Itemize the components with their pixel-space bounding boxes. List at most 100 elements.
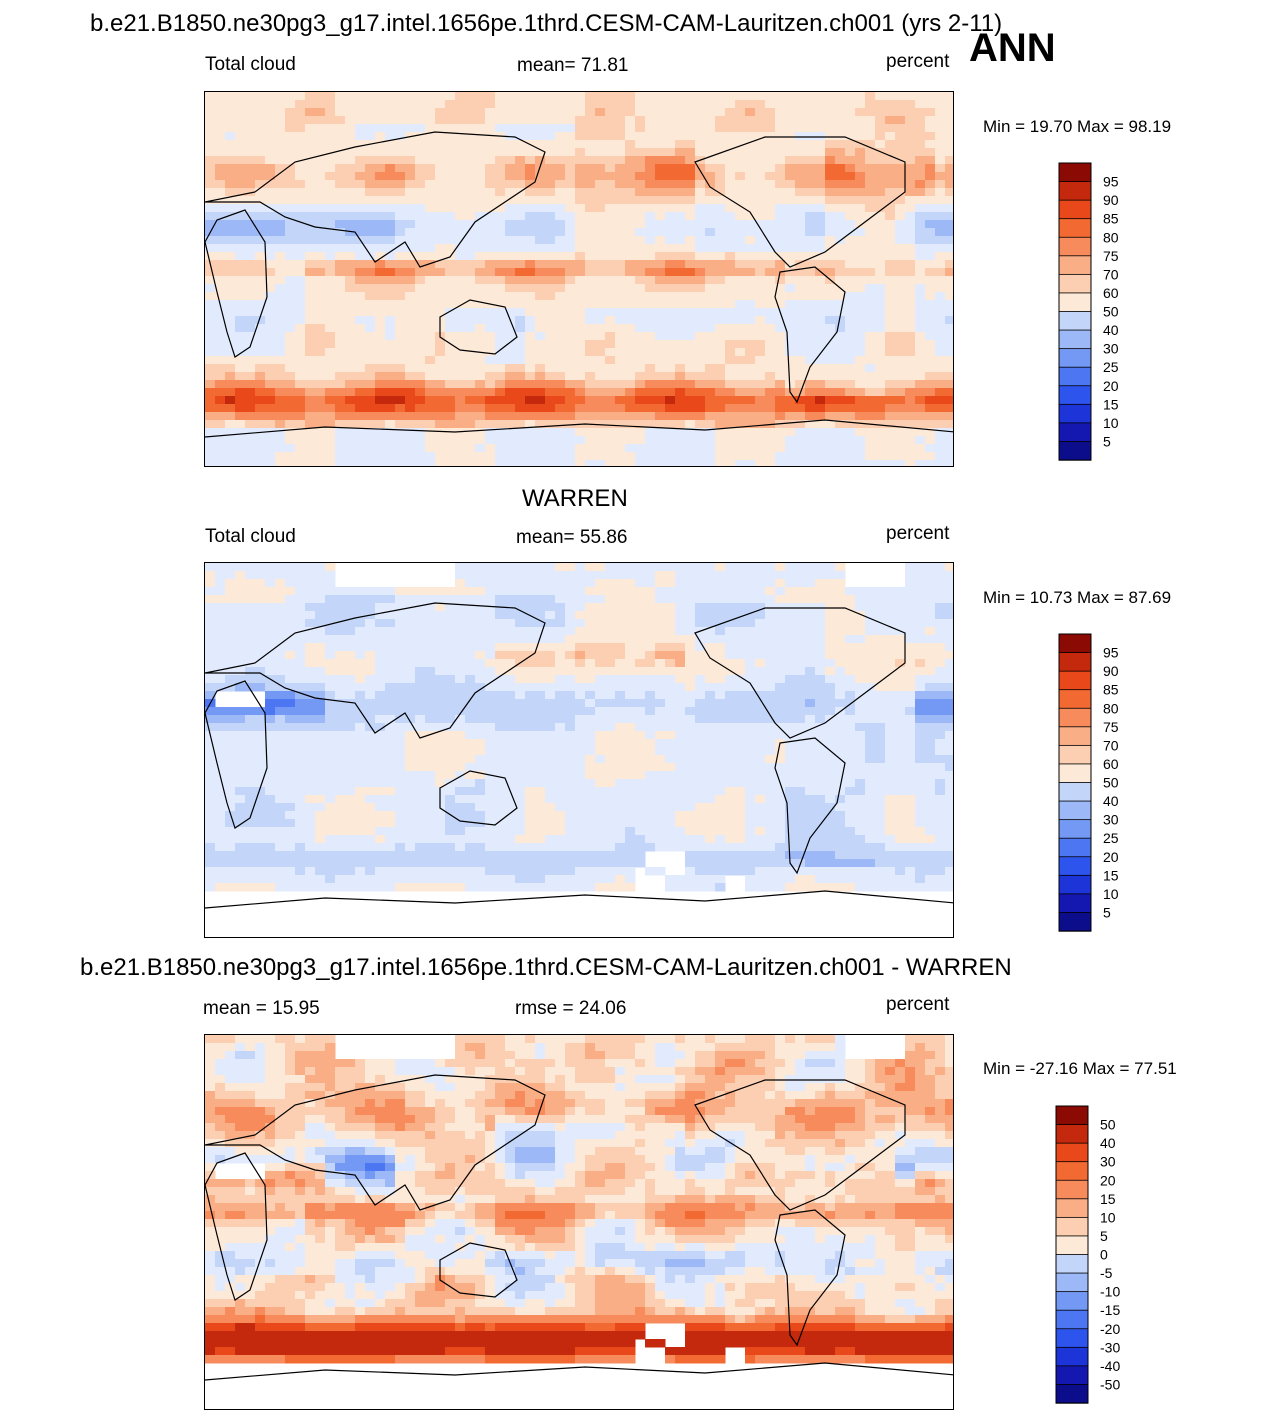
map-cell	[495, 563, 506, 572]
map-cell	[525, 340, 536, 349]
map-cell	[895, 132, 906, 141]
map-cell	[205, 332, 216, 341]
map-cell	[685, 292, 696, 301]
map-cell	[215, 428, 226, 437]
map-cell	[235, 148, 246, 157]
map-cell	[425, 619, 436, 628]
map-cell	[665, 579, 676, 588]
map-cell	[345, 212, 356, 221]
map-cell	[325, 260, 336, 269]
map-cell	[815, 340, 826, 349]
map-cell	[215, 420, 226, 429]
map-cell	[285, 635, 296, 644]
map-cell	[535, 316, 546, 325]
map-cell	[225, 659, 236, 668]
map-cell	[845, 364, 856, 373]
map-cell	[455, 180, 466, 189]
map-cell	[565, 260, 576, 269]
map-cell	[635, 587, 646, 596]
map-cell	[505, 444, 516, 453]
map-cell	[465, 108, 476, 117]
map-cell	[765, 635, 776, 644]
map-cell	[365, 428, 376, 437]
map-cell	[805, 132, 816, 141]
map-cell	[675, 100, 686, 109]
map-cell	[445, 204, 456, 213]
map-cell	[605, 268, 616, 277]
map-cell	[415, 244, 426, 253]
map-cell	[425, 156, 436, 165]
map-cell	[805, 244, 816, 253]
map-cell	[755, 428, 766, 437]
map-cell	[605, 284, 616, 293]
map-cell	[585, 388, 596, 397]
map-cell	[905, 627, 916, 636]
map-cell	[825, 691, 836, 700]
map-cell	[845, 691, 856, 700]
map-cell	[885, 404, 896, 413]
map-cell	[265, 420, 276, 429]
map-cell	[485, 236, 496, 245]
map-cell	[935, 236, 946, 245]
map-cell	[455, 124, 466, 133]
map-cell	[895, 100, 906, 109]
map-cell	[925, 324, 936, 333]
map-cell	[805, 420, 816, 429]
map-cell	[735, 651, 746, 660]
map-cell	[785, 380, 796, 389]
map-cell	[495, 571, 506, 580]
map-cell	[495, 404, 506, 413]
map-cell	[535, 92, 546, 101]
map-cell	[605, 260, 616, 269]
map-cell	[495, 252, 506, 261]
map-cell	[725, 220, 736, 229]
map-cell	[475, 627, 486, 636]
map-cell	[285, 452, 296, 461]
map-cell	[235, 228, 246, 237]
map-cell	[265, 380, 276, 389]
map-cell	[395, 292, 406, 301]
map-cell	[525, 372, 536, 381]
map-cell	[845, 452, 856, 461]
map-cell	[745, 707, 756, 716]
map-cell	[275, 284, 286, 293]
map-cell	[555, 372, 566, 381]
map-cell	[735, 595, 746, 604]
map-cell	[385, 156, 396, 165]
map-cell	[465, 164, 476, 173]
map-cell	[745, 124, 756, 133]
map-cell	[715, 292, 726, 301]
map-cell	[865, 627, 876, 636]
map-cell	[855, 108, 866, 117]
map-cell	[715, 180, 726, 189]
map-cell	[585, 563, 596, 572]
map-cell	[945, 643, 953, 652]
map-cell	[455, 420, 466, 429]
map-cell	[275, 372, 286, 381]
map-cell	[815, 404, 826, 413]
map-cell	[845, 188, 856, 197]
map-cell	[645, 691, 656, 700]
map-cell	[775, 404, 786, 413]
map-cell	[405, 340, 416, 349]
map-cell	[475, 707, 486, 716]
map-cell	[495, 627, 506, 636]
map-cell	[835, 356, 846, 365]
map-cell	[455, 100, 466, 109]
map-cell	[405, 100, 416, 109]
map-cell	[655, 396, 666, 405]
map-cell	[525, 603, 536, 612]
map-cell	[735, 108, 746, 117]
map-cell	[565, 236, 576, 245]
map-cell	[275, 172, 286, 181]
map-cell	[735, 284, 746, 293]
map-cell	[775, 571, 786, 580]
map-cell	[305, 420, 316, 429]
map-cell	[435, 164, 446, 173]
map-cell	[405, 252, 416, 261]
map-cell	[945, 180, 953, 189]
map-cell	[415, 603, 426, 612]
map-cell	[695, 699, 706, 708]
map-cell	[925, 651, 936, 660]
map-cell	[815, 124, 826, 133]
